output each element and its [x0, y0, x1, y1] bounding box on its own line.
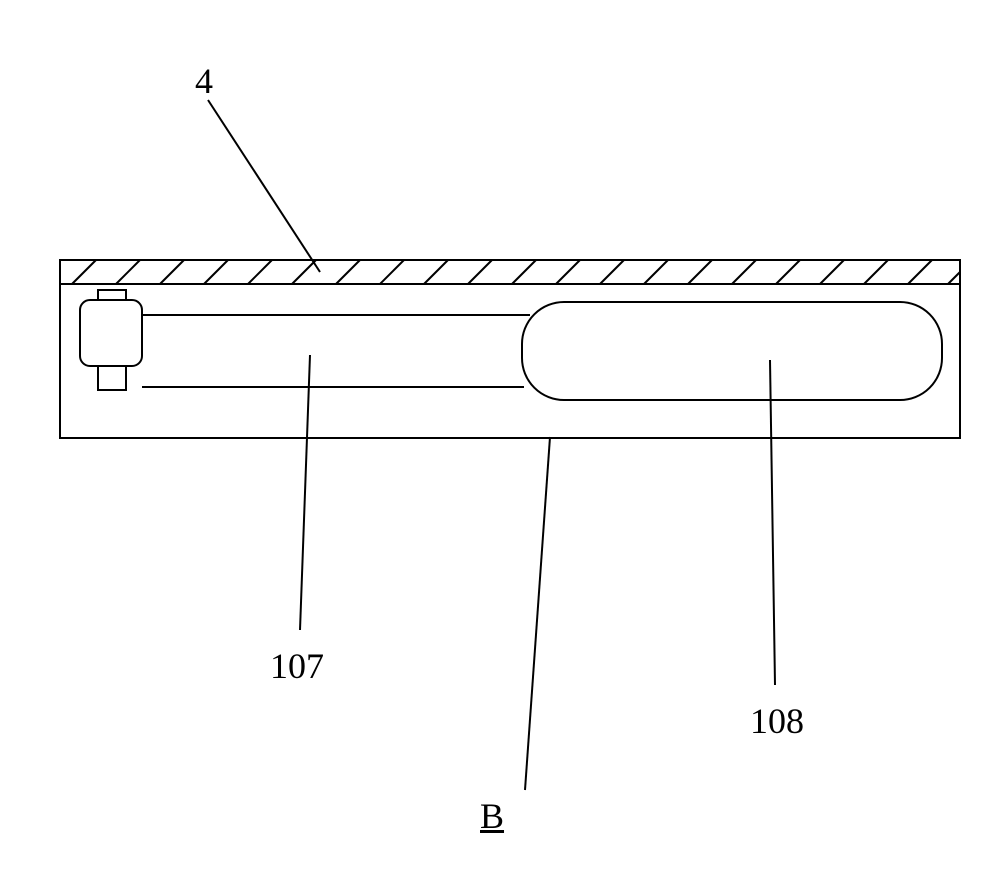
technical-diagram [0, 0, 1000, 892]
leader-bottom [525, 437, 550, 790]
pivot-block [80, 290, 142, 390]
connector-rod [142, 315, 530, 387]
label-B: B [480, 795, 504, 837]
leader-left [300, 355, 310, 630]
label-108: 108 [750, 700, 804, 742]
label-107: 107 [270, 645, 324, 687]
label-4: 4 [195, 60, 213, 102]
hatched-strip [60, 260, 960, 284]
leader-right [770, 360, 775, 685]
leader-top [208, 100, 320, 272]
piston-body [522, 302, 942, 400]
